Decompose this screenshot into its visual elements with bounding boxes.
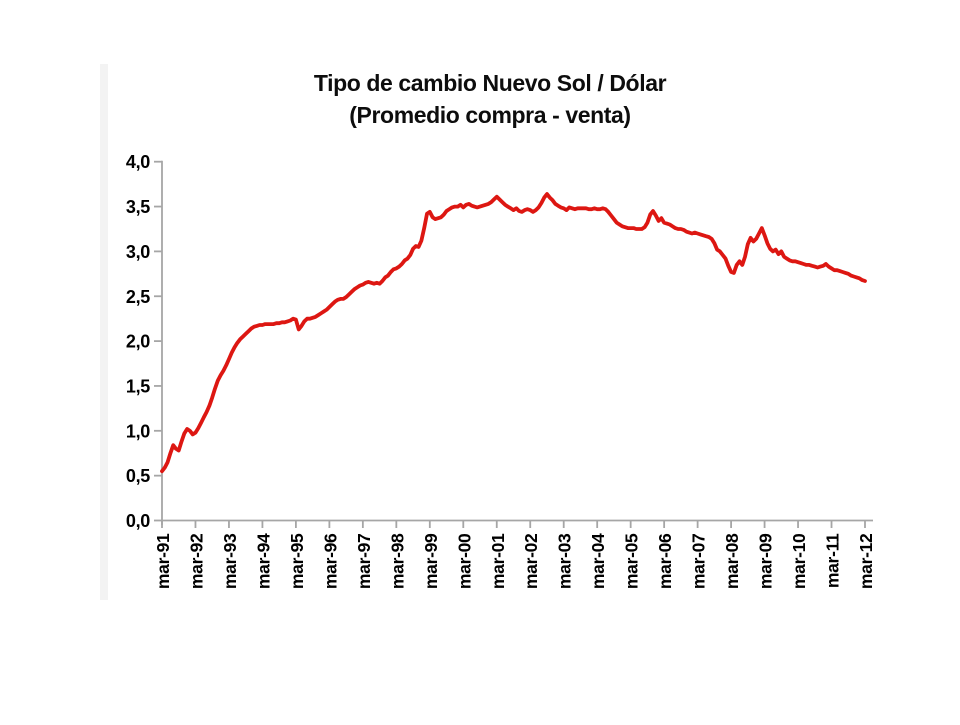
- y-tick-label: 2,5: [126, 287, 150, 307]
- x-tick-label: mar-00: [454, 533, 474, 589]
- x-tick-label: mar-12: [856, 533, 876, 589]
- x-tick-label: mar-11: [823, 533, 843, 588]
- y-tick-label: 3,5: [126, 197, 150, 217]
- x-tick-label: mar-96: [320, 533, 340, 589]
- x-tick-label: mar-03: [555, 533, 575, 589]
- x-tick-label: mar-97: [354, 534, 374, 590]
- y-tick-label: 1,0: [126, 421, 150, 441]
- x-tick-label: mar-09: [756, 533, 776, 589]
- y-tick-label: 2,0: [126, 332, 150, 352]
- y-tick-label: 4,0: [126, 152, 150, 172]
- x-tick-label: mar-07: [689, 534, 709, 590]
- x-tick-label: mar-02: [521, 533, 541, 589]
- y-tick-label: 3,0: [126, 242, 150, 262]
- x-tick-label: mar-04: [588, 533, 608, 589]
- x-tick-label: mar-06: [655, 533, 675, 589]
- x-tick-label: mar-10: [789, 533, 809, 589]
- chart-subtitle: (Promedio compra - venta): [349, 101, 631, 128]
- chart-title-block: Tipo de cambio Nuevo Sol / Dólar (Promed…: [140, 68, 840, 131]
- x-tick-label: mar-05: [622, 533, 642, 589]
- x-tick-label: mar-01: [488, 533, 508, 589]
- x-tick-label: mar-93: [220, 533, 240, 589]
- y-axis-labels: 4,0 3,5 3,0 2,5 2,0 1,5 1,0 0,5 0,0: [126, 152, 151, 531]
- y-tick-label: 0,5: [126, 466, 150, 486]
- x-tick-label: mar-08: [722, 533, 742, 589]
- x-tick-label: mar-98: [387, 533, 407, 589]
- x-axis-ticks: [161, 520, 866, 528]
- content-edge-shading: [100, 64, 108, 600]
- y-axis-ticks: [154, 160, 162, 522]
- x-tick-label: mar-92: [186, 533, 206, 589]
- x-axis-labels: mar-91 mar-92 mar-93 mar-94 mar-95 mar-96 mar-…: [153, 533, 876, 589]
- x-tick-label: mar-95: [287, 533, 307, 589]
- exchange-rate-line: [160, 192, 867, 474]
- series-exchange-rate: [160, 192, 867, 474]
- x-tick-label: mar-91: [153, 533, 173, 589]
- chart-title: Tipo de cambio Nuevo Sol / Dólar: [313, 70, 667, 96]
- x-tick-label: mar-94: [253, 533, 273, 589]
- x-tick-label: mar-99: [421, 533, 441, 589]
- y-tick-label: 0,0: [126, 511, 150, 531]
- y-tick-label: 1,5: [126, 376, 150, 396]
